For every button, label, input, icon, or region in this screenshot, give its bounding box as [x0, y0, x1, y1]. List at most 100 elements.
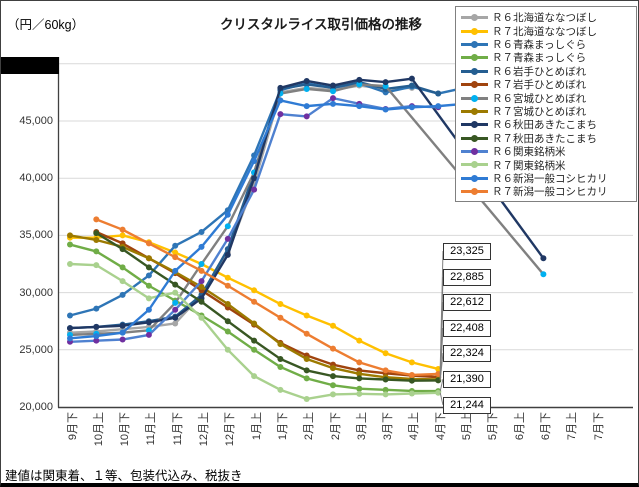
legend[interactable]: Ｒ６北海道ななつぼし Ｒ７北海道ななつぼし Ｒ６青森まっしぐら Ｒ７青森まっしぐら Ｒ６…	[455, 6, 637, 202]
data-point-marker	[277, 363, 284, 370]
legend-item[interactable]: Ｒ７北海道ななつぼし	[461, 24, 633, 38]
data-point-marker	[224, 318, 231, 325]
data-point-marker	[435, 377, 442, 384]
legend-item[interactable]: Ｒ７岩手ひとめぼれ	[461, 78, 633, 91]
legend-label: Ｒ６秋田あきたこまち	[492, 119, 597, 132]
data-point-marker	[435, 389, 442, 396]
legend-line-marker-swatch	[461, 53, 488, 62]
data-point-marker	[277, 355, 284, 362]
x-tick-label: 12月下	[224, 412, 237, 447]
legend-item[interactable]: Ｒ７関東銘柄米	[461, 158, 633, 172]
x-tick-label: 2月上	[303, 412, 316, 441]
data-label-callout: 22,324	[443, 345, 491, 362]
x-tick-label: 11月上	[145, 412, 158, 446]
data-point-marker	[303, 77, 310, 84]
x-tick-label: 1月下	[276, 412, 289, 441]
series-line	[68, 234, 440, 381]
data-point-marker	[145, 295, 152, 302]
data-point-marker	[303, 330, 310, 337]
data-point-marker	[119, 278, 126, 285]
data-label-callout: 22,885	[443, 269, 491, 286]
series-line	[68, 99, 466, 340]
data-point-marker	[67, 241, 73, 248]
legend-label: Ｒ６青森まっしぐら	[492, 38, 587, 51]
legend-item[interactable]: Ｒ６関東銘柄米	[461, 145, 633, 158]
callout-leader-line	[439, 392, 444, 406]
x-tick-label: 9月下	[66, 412, 79, 441]
callout-leader-line	[439, 352, 444, 381]
data-point-marker	[172, 314, 179, 321]
legend-item[interactable]: Ｒ７秋田あきたこまち	[461, 132, 633, 145]
data-point-marker	[356, 359, 363, 366]
data-point-marker	[408, 359, 415, 366]
data-point-marker	[145, 255, 152, 262]
y-tick-label: 35,000	[19, 229, 53, 242]
legend-item[interactable]: Ｒ６岩手ひとめぼれ	[461, 65, 633, 78]
x-tick-label: 12月上	[198, 412, 210, 447]
legend-item[interactable]: Ｒ６青森まっしぐら	[461, 38, 633, 51]
data-point-marker	[303, 103, 310, 110]
data-point-marker	[198, 283, 205, 290]
x-tick-label: 10月下	[119, 412, 132, 447]
x-tick-label: 4月上	[408, 412, 421, 441]
x-tick-label: 1月上	[250, 412, 263, 441]
data-point-marker	[119, 291, 126, 298]
legend-label: Ｒ７北海道ななつぼし	[492, 25, 597, 38]
data-point-marker	[277, 301, 284, 308]
data-point-marker	[119, 226, 126, 233]
legend-item[interactable]: Ｒ７青森まっしぐら	[461, 51, 633, 64]
legend-item[interactable]: Ｒ６秋田あきたこまち	[461, 118, 633, 131]
data-point-marker	[356, 81, 363, 88]
data-point-marker	[382, 106, 389, 113]
data-point-marker	[119, 246, 126, 253]
data-point-marker	[172, 281, 179, 288]
data-point-marker	[93, 323, 100, 330]
data-point-marker	[382, 367, 389, 374]
data-point-marker	[93, 230, 100, 237]
data-point-marker	[224, 211, 231, 218]
legend-line-marker-swatch	[461, 134, 488, 143]
data-point-marker	[145, 272, 152, 279]
legend-line-marker-swatch	[461, 147, 488, 156]
data-point-marker	[93, 305, 100, 312]
data-point-marker	[330, 373, 336, 380]
data-point-marker	[382, 386, 389, 393]
chart-title: クリスタルライス取引価格の推移	[219, 17, 423, 32]
data-point-marker	[224, 301, 231, 308]
data-point-marker	[251, 337, 258, 344]
data-point-marker	[93, 236, 100, 243]
data-point-marker	[277, 111, 284, 118]
x-tick-label: 7月上	[566, 412, 579, 441]
data-point-marker	[224, 282, 231, 289]
legend-line-marker-swatch	[461, 187, 488, 196]
data-point-marker	[224, 235, 231, 242]
data-point-marker	[145, 240, 152, 247]
data-point-marker	[198, 261, 205, 267]
data-point-marker	[145, 319, 152, 326]
data-point-marker	[119, 336, 126, 343]
legend-label: Ｒ７宮城ひとめぼれ	[492, 105, 587, 118]
data-point-marker	[93, 337, 100, 344]
data-point-marker	[540, 255, 547, 262]
legend-item[interactable]: Ｒ６新潟一般コシヒカリ	[461, 172, 633, 185]
legend-item[interactable]: Ｒ７新潟一般コシヒカリ	[461, 185, 633, 198]
data-point-marker	[251, 175, 258, 182]
legend-item[interactable]: Ｒ７宮城ひとめぼれ	[461, 105, 633, 118]
data-point-marker	[172, 289, 179, 296]
legend-item[interactable]: Ｒ６北海道ななつぼし	[461, 11, 633, 24]
series-line	[68, 82, 466, 317]
y-axis-unit-label: （円／60kg）	[7, 18, 85, 32]
data-point-marker	[251, 186, 258, 193]
data-point-marker	[303, 85, 310, 92]
data-point-marker	[119, 329, 126, 336]
data-point-marker	[356, 370, 363, 377]
data-point-marker	[119, 322, 126, 329]
data-point-marker	[119, 264, 126, 271]
y-tick-label: 20,000	[19, 401, 53, 413]
legend-item[interactable]: Ｒ６宮城ひとめぼれ	[461, 91, 633, 105]
data-point-marker	[277, 386, 284, 393]
data-point-marker	[330, 100, 336, 107]
data-point-marker	[303, 113, 310, 120]
legend-line-marker-swatch	[461, 80, 488, 89]
data-point-marker	[330, 322, 336, 329]
